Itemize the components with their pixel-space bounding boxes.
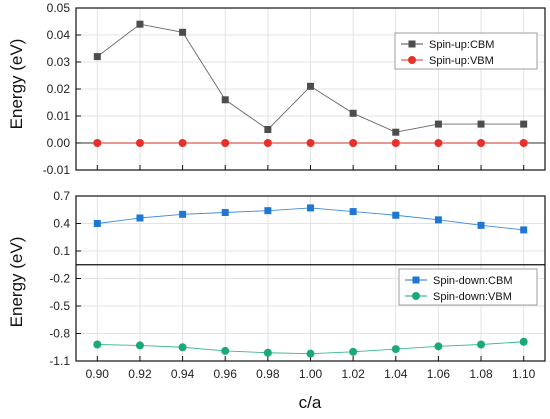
bottom-legend: Spin-down:CBM Spin-down:VBM <box>398 268 538 306</box>
data-point <box>520 120 528 128</box>
data-point <box>349 208 357 216</box>
x-tick-label: 0.96 <box>214 367 238 381</box>
x-tick-label: 1.04 <box>384 367 408 381</box>
data-point <box>93 53 101 61</box>
x-tick-label: 1.10 <box>512 367 536 381</box>
data-point <box>392 128 400 136</box>
data-point <box>135 341 144 350</box>
data-point <box>434 120 442 128</box>
data-point <box>178 343 187 352</box>
top-y-axis-title: Energy (eV) <box>7 39 26 130</box>
top-series-2 <box>93 139 528 147</box>
data-point <box>221 209 229 216</box>
data-point <box>477 120 485 128</box>
legend-marker <box>408 40 416 48</box>
x-tick-label: 0.90 <box>86 367 110 381</box>
y-tick-label: 0.02 <box>47 82 71 96</box>
legend-marker <box>412 276 420 284</box>
legend-marker <box>412 292 420 300</box>
data-point <box>434 342 443 351</box>
data-point <box>392 211 400 219</box>
data-point <box>477 221 485 229</box>
y-tick-label: -0.5 <box>49 299 70 313</box>
data-point <box>391 345 400 354</box>
legend-label: Spin-up:CBM <box>429 39 494 51</box>
data-point <box>221 139 230 147</box>
data-point <box>136 214 144 222</box>
data-point <box>307 82 314 90</box>
top-panel: -0.01 0.00 0.01 0.02 0.03 0.04 0.05 Spin-up:CBM… <box>43 1 546 177</box>
y-tick-label: 0.1 <box>53 244 70 258</box>
data-point <box>135 139 144 147</box>
x-tick-label: 1.00 <box>299 367 323 381</box>
y-tick-label: -0.2 <box>49 272 70 286</box>
y-tick-label: 0.7 <box>53 189 70 203</box>
y-tick-label: 0.00 <box>47 136 71 150</box>
top-legend: Spin-up:CBM Spin-up:VBM <box>394 32 538 70</box>
x-tick-label: 0.94 <box>171 367 195 381</box>
x-tick-label: 0.92 <box>128 367 152 381</box>
data-point <box>434 216 442 224</box>
data-point <box>179 210 187 218</box>
y-tick-label: 0.04 <box>47 28 71 42</box>
legend-box <box>394 32 538 70</box>
y-tick-label: 0.03 <box>47 55 71 69</box>
data-point <box>307 204 314 212</box>
data-point <box>93 220 101 227</box>
y-tick-label: 0.05 <box>47 1 71 15</box>
top-series-1 <box>93 20 528 136</box>
legend-marker <box>408 56 416 64</box>
data-point <box>349 139 358 147</box>
x-tick-label: 1.08 <box>469 367 493 381</box>
y-tick-label: -1.1 <box>49 354 70 368</box>
y-tick-label: 0.4 <box>53 217 70 231</box>
data-point <box>349 347 358 356</box>
x-tick-label: 1.06 <box>427 367 451 381</box>
legend-label: Spin-up:VBM <box>429 55 494 67</box>
data-point <box>306 139 315 147</box>
bottom-y-axis-title: Energy (eV) <box>7 237 26 328</box>
legend-label: Spin-down:CBM <box>433 275 512 287</box>
data-point <box>93 139 102 147</box>
data-point <box>136 20 144 28</box>
x-tick-label: 1.02 <box>341 367 365 381</box>
data-point <box>264 126 272 133</box>
y-tick-label: 0.01 <box>47 109 71 123</box>
legend-label: Spin-down:VBM <box>433 291 512 303</box>
data-point <box>519 337 528 346</box>
data-point <box>221 346 230 355</box>
bottom-series-1 <box>93 204 528 234</box>
bottom-panel: -1.1 -0.8 -0.5 -0.2 0.1 0.4 0.7 0.90 0.92 0.94 0.9… <box>49 189 546 381</box>
y-tick-label: -0.8 <box>49 327 70 341</box>
data-point <box>434 139 443 147</box>
y-tick-label: -0.01 <box>43 163 71 177</box>
data-point <box>263 139 272 147</box>
data-point <box>520 226 528 234</box>
x-axis-title: c/a <box>299 393 322 412</box>
data-point <box>391 139 400 147</box>
data-point <box>519 139 528 147</box>
bottom-series-2 <box>93 337 528 358</box>
data-point <box>93 340 102 349</box>
data-point <box>221 96 229 104</box>
data-point <box>264 207 272 215</box>
data-point <box>178 139 187 147</box>
data-point <box>349 109 357 117</box>
legend-box <box>398 268 538 306</box>
data-point <box>306 349 315 358</box>
data-point <box>477 340 486 349</box>
x-tick-label: 0.98 <box>256 367 280 381</box>
data-point <box>263 348 272 357</box>
data-point <box>477 139 486 147</box>
data-point <box>179 28 187 36</box>
